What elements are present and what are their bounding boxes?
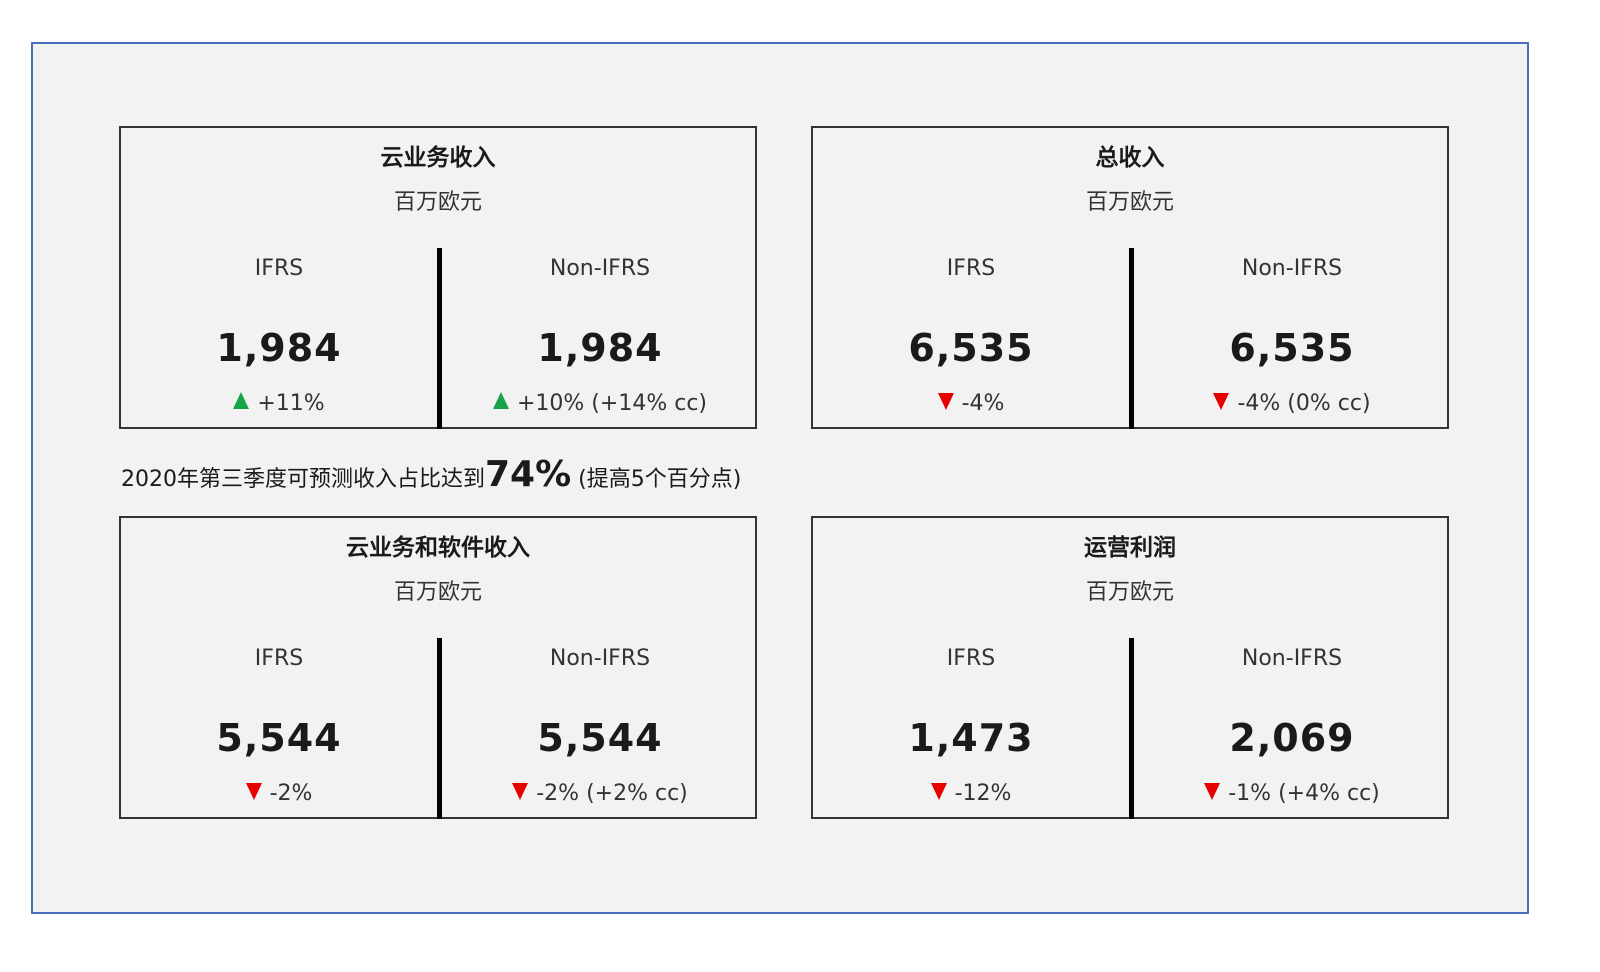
summary-highlight: 74% (485, 454, 572, 495)
column-divider (437, 248, 442, 429)
ifrs-change: -2% (121, 781, 437, 806)
summary-prefix: 2020年第三季度可预测收入占比达到 (121, 467, 485, 492)
non-ifrs-column: Non-IFRS 2,069 -1% (+4% cc) (1134, 518, 1450, 817)
ifrs-column: IFRS 1,473 -12% (813, 518, 1129, 817)
predictable-revenue-summary: 2020年第三季度可预测收入占比达到74% (提高5个百分点) (121, 454, 741, 495)
card-title: 云业务和软件收入 (346, 535, 530, 561)
non-ifrs-change: -2% (+2% cc) (442, 781, 758, 806)
ifrs-label: IFRS (946, 646, 996, 671)
arrow-up-icon (492, 392, 509, 409)
non-ifrs-value: 5,544 (537, 716, 663, 760)
arrow-down-icon (245, 783, 262, 800)
arrow-down-icon (1213, 393, 1230, 410)
change-text: -12% (954, 781, 1012, 806)
ifrs-change: -12% (813, 781, 1129, 806)
column-divider (1129, 638, 1134, 819)
ifrs-column: IFRS 6,535 -4% (813, 128, 1129, 427)
non-ifrs-change: -4% (0% cc) (1134, 391, 1450, 416)
non-ifrs-label: Non-IFRS (549, 256, 651, 281)
change-text: -1% (+4% cc) (1228, 781, 1380, 806)
column-divider (437, 638, 442, 819)
non-ifrs-label: Non-IFRS (1241, 646, 1343, 671)
kpi-card-operating-profit: 运营利润 百万欧元 IFRS 1,473 -12% Non-IFRS 2,069… (811, 516, 1449, 819)
change-text: -4% (961, 391, 1005, 416)
change-text: +10% (+14% cc) (516, 391, 707, 416)
non-ifrs-column: Non-IFRS 1,984 +10% (+14% cc) (442, 128, 758, 427)
non-ifrs-value: 6,535 (1229, 326, 1355, 370)
card-title: 运营利润 (1084, 535, 1176, 561)
arrow-down-icon (937, 393, 954, 410)
card-unit: 百万欧元 (1085, 580, 1174, 605)
ifrs-change: -4% (813, 391, 1129, 416)
non-ifrs-column: Non-IFRS 6,535 -4% (0% cc) (1134, 128, 1450, 427)
change-text: -2% (269, 781, 313, 806)
ifrs-value: 1,473 (908, 716, 1034, 760)
arrow-up-icon (233, 392, 250, 409)
ifrs-column: IFRS 5,544 -2% (121, 518, 437, 817)
change-text: +11% (257, 391, 325, 416)
ifrs-label: IFRS (254, 646, 304, 671)
card-title: 云业务收入 (380, 145, 496, 171)
non-ifrs-column: Non-IFRS 5,544 -2% (+2% cc) (442, 518, 758, 817)
ifrs-change: +11% (121, 391, 437, 416)
ifrs-column: IFRS 1,984 +11% (121, 128, 437, 427)
card-unit: 百万欧元 (393, 580, 482, 605)
kpi-card-cloud-revenue: 云业务收入 百万欧元 IFRS 1,984 +11% Non-IFRS 1,98… (119, 126, 757, 429)
card-unit: 百万欧元 (1085, 190, 1174, 215)
change-text: -4% (0% cc) (1237, 391, 1371, 416)
non-ifrs-label: Non-IFRS (549, 646, 651, 671)
ifrs-value: 5,544 (216, 716, 342, 760)
kpi-slide: 云业务收入 百万欧元 IFRS 1,984 +11% Non-IFRS 1,98… (31, 42, 1529, 914)
card-title: 总收入 (1095, 145, 1165, 171)
kpi-card-cloud-software-revenue: 云业务和软件收入 百万欧元 IFRS 5,544 -2% Non-IFRS 5,… (119, 516, 757, 819)
arrow-down-icon (512, 783, 529, 800)
non-ifrs-value: 2,069 (1229, 716, 1355, 760)
ifrs-label: IFRS (254, 256, 304, 281)
arrow-down-icon (930, 783, 947, 800)
summary-suffix: (提高5个百分点) (571, 467, 742, 492)
ifrs-value: 6,535 (908, 326, 1034, 370)
non-ifrs-label: Non-IFRS (1241, 256, 1343, 281)
column-divider (1129, 248, 1134, 429)
non-ifrs-change: +10% (+14% cc) (442, 391, 758, 416)
change-text: -2% (+2% cc) (536, 781, 688, 806)
card-unit: 百万欧元 (393, 190, 482, 215)
non-ifrs-value: 1,984 (537, 326, 663, 370)
ifrs-value: 1,984 (216, 326, 342, 370)
arrow-down-icon (1204, 783, 1221, 800)
ifrs-label: IFRS (946, 256, 996, 281)
non-ifrs-change: -1% (+4% cc) (1134, 781, 1450, 806)
kpi-card-total-revenue: 总收入 百万欧元 IFRS 6,535 -4% Non-IFRS 6,535 -… (811, 126, 1449, 429)
